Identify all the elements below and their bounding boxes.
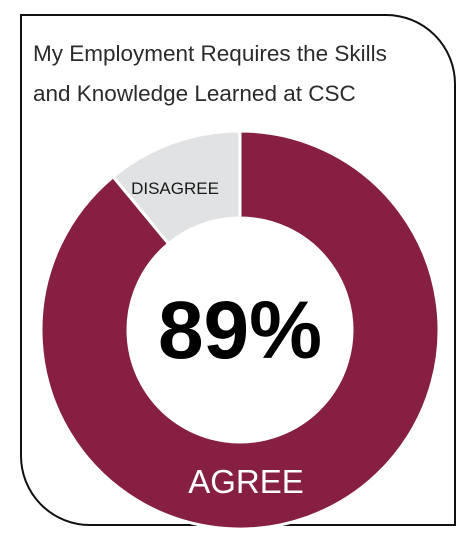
slice-label-agree: AGREE (188, 463, 304, 500)
slice-disagree (111, 129, 242, 246)
chart-title: My Employment Requires the Skills and Kn… (33, 41, 387, 106)
slice-label-disagree: DISAGREE (131, 179, 219, 198)
center-percentage: 89% (158, 285, 322, 376)
slice-agree (39, 129, 441, 531)
